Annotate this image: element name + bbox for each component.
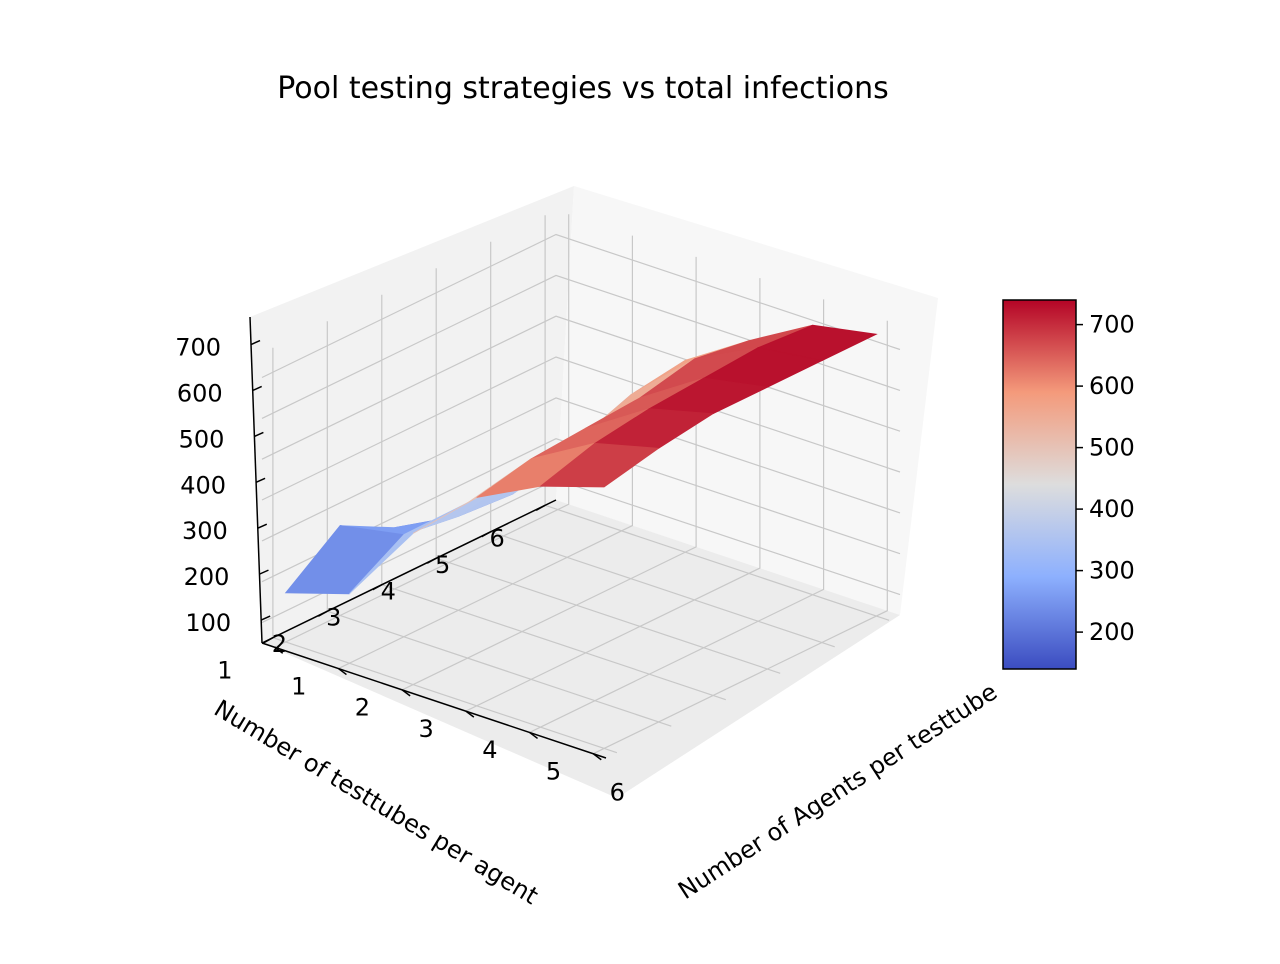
colorbar-tick-label: 200	[1089, 618, 1135, 646]
axis-lines	[249, 316, 607, 759]
z-gridline	[261, 397, 901, 542]
x-tick-mark	[401, 689, 411, 697]
x-tick-label: 2	[355, 694, 370, 722]
x-tick-label: 4	[482, 736, 497, 764]
y-tick-label: 5	[435, 551, 450, 579]
x-tick-mark	[337, 667, 347, 676]
z-tick-label: 300	[182, 517, 228, 545]
y-axis-line	[261, 499, 557, 644]
x-gridline	[274, 214, 570, 648]
z-tick-label: 600	[177, 379, 223, 407]
x-tick-mark	[274, 646, 284, 654]
z-tick-label: 500	[179, 425, 225, 453]
z-axis-line	[249, 316, 263, 644]
z-gridline	[261, 356, 901, 501]
x-axis-line	[261, 642, 607, 759]
x-gridline	[338, 235, 634, 670]
z-tick-label: 200	[184, 563, 230, 591]
z-tick-mark	[252, 385, 263, 392]
z-tick-mark	[257, 523, 268, 529]
y-tick-label: 3	[326, 604, 341, 632]
x-gridline	[401, 256, 697, 691]
y-tick-mark	[426, 557, 437, 564]
y-tick-label: 1	[217, 657, 232, 685]
x-tick-mark	[592, 753, 602, 761]
z-tick-label: 700	[175, 334, 221, 362]
y-tick-mark	[263, 637, 274, 644]
z-tick-mark	[250, 339, 261, 346]
x-gridline	[529, 299, 825, 733]
colorbar-tick-label: 500	[1089, 434, 1135, 462]
x-tick-label: 1	[291, 672, 306, 700]
z-tick-mark	[260, 615, 271, 621]
axes-panes	[250, 186, 938, 798]
back-right-pane	[556, 186, 938, 615]
y-tick-mark	[317, 610, 328, 617]
y-tick-label: 6	[489, 524, 504, 552]
surface	[284, 324, 878, 595]
colorbar-tick-label: 700	[1089, 311, 1135, 339]
x-tick-label: 5	[546, 757, 561, 785]
chart-title: Pool testing strategies vs total infecti…	[277, 71, 888, 106]
z-tick-mark	[255, 477, 266, 483]
y-tick-label: 2	[272, 630, 287, 658]
z-tick-mark	[259, 569, 269, 575]
x-tick-mark	[529, 731, 539, 740]
z-tick-label: 100	[185, 609, 231, 637]
z-gridline	[261, 315, 901, 460]
floor-pane	[262, 500, 900, 798]
x-gridline	[593, 320, 888, 755]
x-tick-mark	[465, 710, 475, 718]
colorbar-gradient	[1002, 299, 1077, 670]
colorbar-tick-label: 400	[1089, 495, 1135, 523]
y-tick-mark	[535, 504, 546, 511]
colorbar-tick-label: 600	[1089, 372, 1135, 400]
y-tick-label: 4	[381, 577, 396, 605]
colorbar-ticks: 200 300 400 500 600 700	[1076, 311, 1135, 646]
z-gridline	[261, 233, 901, 379]
y-tick-mark	[372, 584, 383, 591]
z-tick-mark	[254, 431, 264, 438]
back-left-pane	[250, 186, 574, 643]
x-tick-label: 6	[610, 779, 625, 807]
z-tick-label: 400	[180, 471, 226, 499]
colorbar-tick-label: 300	[1089, 557, 1135, 585]
surface-patch	[539, 442, 660, 488]
y-tick-mark	[481, 531, 492, 538]
x-tick-label: 3	[419, 715, 434, 743]
colorbar: 200 300 400 500 600 700	[1002, 299, 1135, 670]
